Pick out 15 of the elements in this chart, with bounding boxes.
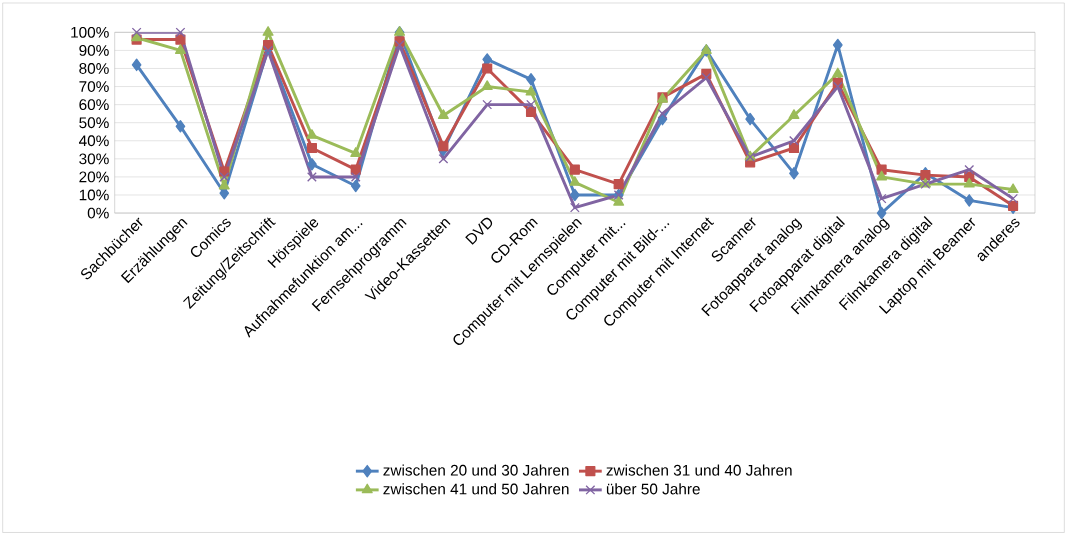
y-tick-label: 50% xyxy=(79,117,109,129)
y-tick-label: 0% xyxy=(87,207,109,219)
legend-label: über 50 Jahre xyxy=(606,483,700,495)
legend-label: zwischen 41 und 50 Jahren xyxy=(383,483,569,495)
legend-label: zwischen 31 und 40 Jahren xyxy=(606,464,792,476)
y-tick-label: 70% xyxy=(79,81,109,92)
y-tick-label: 60% xyxy=(79,99,109,110)
y-tick-label: 30% xyxy=(79,153,109,165)
y-tick-label: 90% xyxy=(79,44,109,56)
y-tick-label: 40% xyxy=(78,135,109,147)
y-tick-label: 100% xyxy=(71,26,109,38)
legend-label: zwischen 20 und 30 Jahren xyxy=(383,464,569,476)
y-tick-label: 10% xyxy=(79,189,109,201)
y-tick-label: 20% xyxy=(79,171,109,183)
y-tick-label: 80% xyxy=(79,62,109,74)
